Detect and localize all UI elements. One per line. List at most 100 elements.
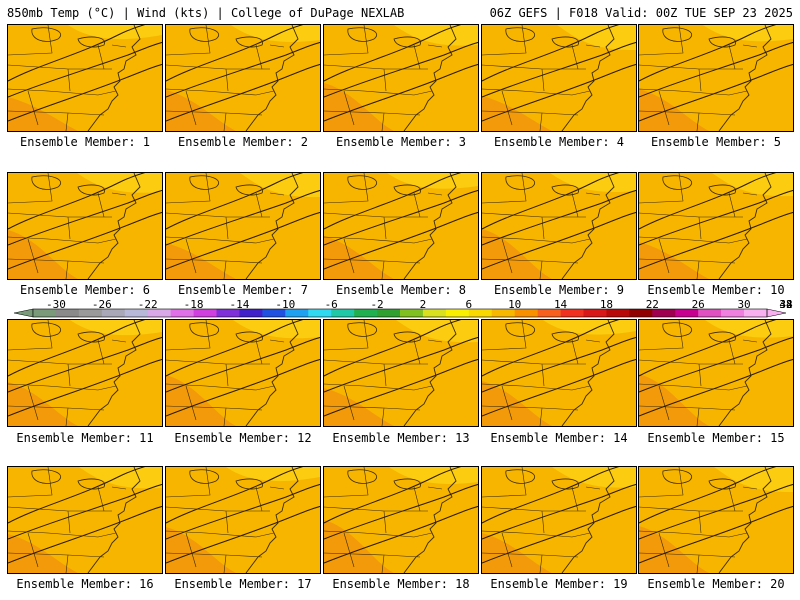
- lake-outline: [393, 36, 422, 48]
- colorbar-outline: [32, 308, 768, 318]
- wind-streamline: [482, 467, 620, 524]
- colorbar-tick-label: 14: [553, 298, 568, 311]
- ensemble-member-map: [165, 172, 321, 280]
- coastline: [403, 173, 457, 279]
- colorbar-segment: [354, 309, 378, 317]
- state-border: [541, 510, 545, 534]
- temperature-map: [8, 467, 162, 573]
- state-border: [639, 88, 748, 96]
- lake-outline: [77, 36, 106, 48]
- ensemble-member-label: Ensemble Member: 7: [177, 283, 309, 297]
- state-border: [541, 363, 545, 387]
- wind-streamline: [482, 25, 620, 82]
- lake-outline: [347, 175, 377, 190]
- coastline: [561, 173, 615, 279]
- lake-outline: [708, 184, 737, 196]
- wind-streamline: [8, 211, 162, 270]
- warm-temperature-area: [8, 382, 78, 426]
- state-border: [696, 260, 700, 279]
- colorbar-segment: [606, 309, 630, 317]
- colorbar-segment: [583, 309, 607, 317]
- state-border: [67, 363, 71, 387]
- coastline: [718, 320, 772, 426]
- coastline: [245, 173, 299, 279]
- wind-streamline: [482, 189, 636, 246]
- state-border: [185, 238, 197, 274]
- state-border: [343, 532, 355, 568]
- state-border: [223, 112, 227, 131]
- state-border: [324, 467, 369, 498]
- warm-temperature-area: [482, 96, 552, 131]
- state-border: [185, 90, 197, 126]
- state-border: [381, 554, 385, 573]
- ensemble-member-map: [165, 319, 321, 427]
- lake-outline: [708, 478, 737, 490]
- wind-streamline: [8, 483, 162, 540]
- ensemble-member-map: [7, 172, 163, 280]
- warm-temperature-area: [8, 97, 78, 131]
- coastline: [87, 25, 141, 131]
- wind-streamline: [324, 336, 478, 393]
- colorbar-segment: [285, 309, 309, 317]
- wind-streamline: [639, 505, 793, 564]
- state-border: [269, 339, 285, 343]
- state-border: [223, 554, 227, 573]
- temperature-map: [166, 467, 320, 573]
- state-border: [728, 486, 736, 512]
- ensemble-member-map: [323, 172, 479, 280]
- wind-streamline: [639, 483, 793, 540]
- lake-outline: [347, 469, 377, 484]
- state-border: [658, 532, 670, 568]
- colorbar-segment: [170, 309, 194, 317]
- ensemble-member-map: [638, 172, 794, 280]
- state-border: [639, 320, 684, 351]
- state-border: [27, 385, 39, 421]
- colorbar-segment: [652, 309, 676, 317]
- coastline: [403, 467, 457, 573]
- colorbar-segment: [124, 309, 148, 317]
- state-border: [383, 68, 387, 92]
- lake-outline: [235, 184, 264, 196]
- state-border: [585, 192, 601, 196]
- colorbar-tick-label: -22: [137, 298, 158, 311]
- state-border: [698, 216, 702, 240]
- cool-temperature-area: [77, 173, 162, 193]
- cool-temperature-area: [557, 25, 636, 51]
- state-border: [223, 407, 227, 426]
- colorbar-segment: [147, 309, 171, 317]
- ensemble-member-map: [481, 24, 637, 132]
- wind-streamline: [639, 189, 793, 246]
- cool-temperature-area: [396, 320, 478, 343]
- coastline: [87, 320, 141, 426]
- lake-outline: [551, 36, 580, 48]
- ensemble-member-label: Ensemble Member: 13: [332, 431, 470, 445]
- colorbar-segment: [308, 309, 332, 317]
- temperature-map: [482, 173, 636, 279]
- lake-outline: [31, 469, 61, 484]
- state-border: [8, 88, 117, 96]
- temperature-map: [482, 467, 636, 573]
- lake-outline: [189, 322, 219, 337]
- colorbar-tick-label: -30: [46, 298, 66, 311]
- state-border: [97, 192, 105, 218]
- state-border: [8, 530, 117, 538]
- ensemble-member-label: Ensemble Member: 3: [335, 135, 467, 149]
- wind-streamline: [482, 211, 636, 270]
- lake-outline: [77, 184, 106, 196]
- wind-streamline: [166, 25, 304, 82]
- state-border: [541, 216, 545, 240]
- ensemble-member-label: Ensemble Member: 5: [650, 135, 782, 149]
- state-border: [27, 90, 39, 126]
- state-border: [571, 192, 579, 218]
- wind-streamline: [8, 189, 162, 246]
- state-border: [585, 486, 601, 490]
- cool-temperature-area: [240, 173, 320, 198]
- colorbar-segment: [445, 309, 470, 317]
- wind-streamline: [324, 63, 478, 122]
- colorbar-graphic: [13, 308, 787, 318]
- state-border: [381, 112, 385, 131]
- wind-streamline: [324, 189, 478, 246]
- ensemble-member-label: Ensemble Member: 14: [490, 431, 628, 445]
- state-border: [65, 112, 69, 131]
- state-border: [225, 363, 229, 387]
